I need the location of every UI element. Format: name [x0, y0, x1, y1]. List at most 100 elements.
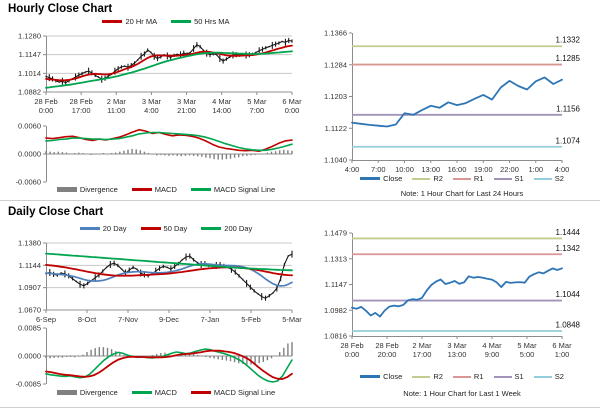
svg-text:6-Sep: 6-Sep — [36, 315, 56, 324]
line-swatch-s2 — [533, 375, 552, 378]
svg-text:21:00: 21:00 — [177, 106, 196, 115]
hourly-price-20-hr-ma-line — [45, 44, 293, 82]
legend-label: MACD — [154, 388, 177, 397]
svg-text:11:00: 11:00 — [107, 106, 125, 115]
legend-item-s2: S2 — [533, 372, 564, 381]
legend-item-divergence: Divergence — [56, 185, 118, 194]
svg-text:1.1342: 1.1342 — [556, 244, 581, 253]
svg-text:1.1380: 1.1380 — [18, 239, 41, 248]
svg-text:7-Nov: 7-Nov — [118, 315, 138, 324]
svg-text:9-Dec: 9-Dec — [159, 315, 179, 324]
svg-text:5:00: 5:00 — [520, 350, 535, 359]
line-swatch-macd — [131, 188, 152, 191]
svg-text:10:00: 10:00 — [395, 165, 414, 174]
line-swatch-macd-signal — [190, 391, 211, 394]
line-swatch-r2 — [412, 375, 431, 378]
legend-item-macd-signal: MACD Signal Line — [190, 185, 276, 194]
legend-item-macd-signal: MACD Signal Line — [190, 388, 276, 397]
legend-item-s1: S1 — [493, 174, 524, 183]
svg-text:4:00: 4:00 — [144, 106, 159, 115]
legend-label: S1 — [514, 372, 524, 381]
svg-text:3 Mar: 3 Mar — [177, 97, 197, 106]
hourly-pivot-note: Note: 1 Hour Chart for Last 24 Hours — [400, 189, 524, 198]
svg-text:7:00: 7:00 — [250, 106, 265, 115]
svg-text:1.1122: 1.1122 — [325, 124, 347, 133]
hourly-pivot-close-line — [351, 76, 563, 128]
line-swatch-r2 — [412, 177, 431, 180]
legend-item-divergence: Divergence — [56, 388, 118, 397]
line-swatch-r1 — [452, 177, 471, 180]
svg-text:17:00: 17:00 — [413, 350, 432, 359]
line-swatch-s2 — [533, 177, 552, 180]
legend-label: S1 — [514, 174, 524, 183]
line-swatch-s1 — [493, 177, 512, 180]
daily-macd-macd-signal-line-line — [45, 349, 293, 381]
svg-text:4 Mar: 4 Mar — [212, 97, 232, 106]
legend-item-50hr-ma: 50 Hrs MA — [171, 17, 230, 26]
svg-text:1:00: 1:00 — [555, 350, 570, 359]
legend-item-macd: MACD — [131, 388, 177, 397]
legend-label: MACD Signal Line — [213, 388, 276, 397]
legend-item-200day: 200 Day — [201, 224, 252, 233]
svg-text:14:00: 14:00 — [212, 106, 231, 115]
legend-item-r1: R1 — [452, 372, 484, 381]
daily-price-20-day-line — [45, 263, 293, 287]
line-swatch-close — [360, 177, 381, 180]
svg-text:1.1285: 1.1285 — [556, 54, 581, 63]
svg-text:1.1280: 1.1280 — [18, 32, 41, 41]
svg-text:22:00: 22:00 — [500, 165, 519, 174]
legend-label: S2 — [554, 372, 564, 381]
svg-text:5-Mar: 5-Mar — [282, 315, 302, 324]
svg-text:8-Oct: 8-Oct — [78, 315, 97, 324]
hourly-macd-legend: Divergence MACD MACD Signal Line — [40, 185, 292, 194]
legend-item-50day: 50 Day — [140, 224, 187, 233]
svg-text:1.1144: 1.1144 — [19, 261, 41, 270]
svg-text:1.1284: 1.1284 — [324, 60, 347, 69]
legend-label: S2 — [554, 174, 564, 183]
line-swatch-50hr — [171, 20, 192, 23]
svg-text:28 Feb: 28 Feb — [34, 97, 57, 106]
svg-text:1.0816: 1.0816 — [324, 332, 347, 341]
legend-item-r2: R2 — [412, 174, 443, 183]
svg-text:17:00: 17:00 — [72, 106, 91, 115]
hourly-macd-macd-signal-line-line — [45, 131, 293, 152]
svg-text:1.1147: 1.1147 — [325, 280, 347, 289]
svg-text:13:00: 13:00 — [448, 350, 467, 359]
svg-text:13:00: 13:00 — [421, 165, 440, 174]
line-swatch-macd-signal — [190, 188, 211, 191]
legend-label: MACD Signal Line — [213, 185, 276, 194]
svg-text:1.0982: 1.0982 — [324, 306, 347, 315]
svg-text:0:00: 0:00 — [345, 350, 360, 359]
legend-label: MACD — [154, 185, 177, 194]
svg-text:9:00: 9:00 — [485, 350, 500, 359]
svg-text:0.0085: 0.0085 — [18, 324, 41, 333]
line-swatch-200day — [201, 227, 222, 230]
svg-text:-0.0060: -0.0060 — [16, 178, 41, 187]
daily-ma-legend: 20 Day 50 Day 200 Day — [40, 224, 292, 233]
section-divider-top — [0, 200, 600, 201]
legend-label: R1 — [473, 372, 484, 381]
svg-text:1.1044: 1.1044 — [556, 290, 581, 299]
daily-price-200-day-line — [45, 252, 293, 272]
svg-text:1.1074: 1.1074 — [556, 136, 581, 145]
svg-text:4:00: 4:00 — [555, 165, 570, 174]
line-swatch-macd — [131, 391, 152, 394]
legend-label: Divergence — [79, 185, 118, 194]
hourly-price-50-hrs-ma-line — [45, 50, 293, 89]
svg-text:2 Mar: 2 Mar — [412, 341, 432, 350]
legend-label: Divergence — [79, 388, 118, 397]
svg-text:1.1203: 1.1203 — [324, 92, 347, 101]
bar-swatch-divergence — [56, 390, 77, 395]
legend-item-macd: MACD — [131, 185, 177, 194]
svg-text:1.1366: 1.1366 — [324, 29, 347, 38]
svg-text:1.1479: 1.1479 — [324, 229, 347, 238]
svg-text:1.1014: 1.1014 — [18, 69, 41, 78]
svg-text:20:00: 20:00 — [378, 350, 397, 359]
line-swatch-close — [360, 375, 381, 378]
hourly-pivot-legend: Close R2 R1 S1 S2 — [340, 174, 584, 183]
legend-label: 20 Hr MA — [125, 17, 158, 26]
weekly-pivot-note: Note: 1 Hour Chart for Last 1 Week — [403, 389, 521, 398]
svg-text:3 Mar: 3 Mar — [142, 97, 162, 106]
hourly-ma-legend: 20 Hr MA 50 Hrs MA — [40, 17, 292, 26]
